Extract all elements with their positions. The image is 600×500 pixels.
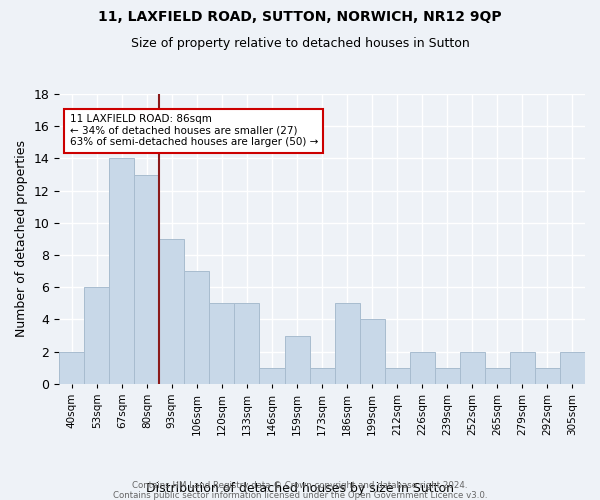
Bar xyxy=(109,158,134,384)
Bar xyxy=(160,239,184,384)
Bar xyxy=(510,352,535,384)
Bar xyxy=(385,368,410,384)
Bar xyxy=(335,304,359,384)
Bar xyxy=(359,320,385,384)
Bar xyxy=(134,174,160,384)
Bar xyxy=(209,304,235,384)
Text: Contains HM Land Registry data © Crown copyright and database right 2024.
Contai: Contains HM Land Registry data © Crown c… xyxy=(113,480,487,500)
Bar xyxy=(310,368,335,384)
Bar xyxy=(59,352,84,384)
Bar xyxy=(460,352,485,384)
Bar xyxy=(485,368,510,384)
Bar xyxy=(560,352,585,384)
Bar xyxy=(184,271,209,384)
Bar xyxy=(535,368,560,384)
Bar xyxy=(84,287,109,384)
Text: 11, LAXFIELD ROAD, SUTTON, NORWICH, NR12 9QP: 11, LAXFIELD ROAD, SUTTON, NORWICH, NR12… xyxy=(98,10,502,24)
Bar xyxy=(284,336,310,384)
Bar xyxy=(435,368,460,384)
Text: Distribution of detached houses by size in Sutton: Distribution of detached houses by size … xyxy=(146,482,454,495)
Bar xyxy=(259,368,284,384)
Bar xyxy=(410,352,435,384)
Bar xyxy=(235,304,259,384)
Text: Size of property relative to detached houses in Sutton: Size of property relative to detached ho… xyxy=(131,38,469,51)
Text: 11 LAXFIELD ROAD: 86sqm
← 34% of detached houses are smaller (27)
63% of semi-de: 11 LAXFIELD ROAD: 86sqm ← 34% of detache… xyxy=(70,114,318,148)
Y-axis label: Number of detached properties: Number of detached properties xyxy=(15,140,28,338)
